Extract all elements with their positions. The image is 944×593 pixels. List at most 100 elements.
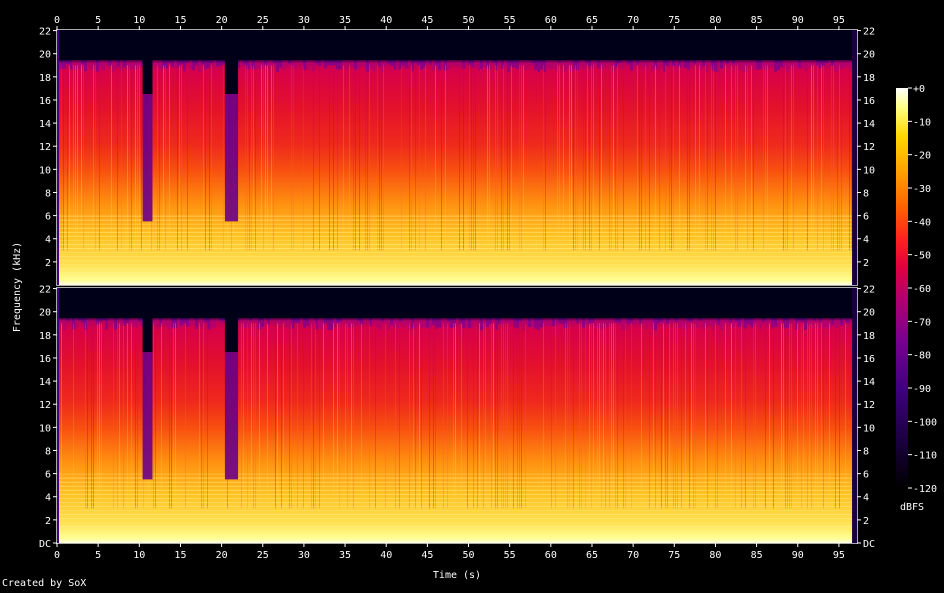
texture-streak <box>353 65 354 251</box>
cutoff-edge <box>192 60 195 71</box>
cutoff-edge <box>294 318 297 323</box>
cutoff-edge <box>459 60 462 63</box>
texture-streak <box>563 65 564 251</box>
texture-streak <box>609 65 610 251</box>
cutoff-edge <box>366 318 369 325</box>
cutoff-edge <box>342 318 345 322</box>
cutoff-edge <box>534 60 537 71</box>
cutoff-edge <box>561 60 564 64</box>
texture-streak <box>505 323 506 509</box>
cutoff-edge <box>813 60 816 64</box>
cutoff-edge <box>90 318 93 321</box>
texture-streak <box>815 323 816 509</box>
cutoff-edge <box>726 60 729 64</box>
texture-streak <box>807 65 808 251</box>
texture-streak <box>135 323 136 509</box>
cutoff-edge <box>105 318 108 330</box>
cutoff-edge <box>708 318 711 326</box>
cutoff-edge <box>597 318 600 329</box>
cutoff-edge <box>576 318 579 324</box>
texture-streak <box>203 65 204 251</box>
y-tick-label-right: 20 <box>863 50 875 61</box>
cutoff-edge <box>789 318 792 324</box>
colorbar-tick-label: -10 <box>913 117 931 128</box>
texture-streak <box>849 65 850 251</box>
texture-streak <box>823 65 824 251</box>
cutoff-edge <box>474 60 477 69</box>
cutoff-edge <box>588 60 591 67</box>
texture-streak <box>699 65 700 251</box>
texture-streak <box>67 65 68 251</box>
texture-streak <box>583 65 584 251</box>
cutoff-edge <box>426 60 429 65</box>
x-tick-label-bottom: 85 <box>751 550 763 561</box>
texture-streak <box>503 323 504 509</box>
cutoff-edge <box>654 318 657 331</box>
y-tick-label-left: 6 <box>45 470 51 481</box>
cutoff-edge <box>291 318 294 329</box>
texture-streak <box>117 323 118 509</box>
texture-streak <box>585 65 586 251</box>
cutoff-edge <box>606 60 609 64</box>
cutoff-edge <box>261 60 264 70</box>
texture-streak <box>493 323 494 509</box>
x-tick-label-top: 30 <box>298 15 310 26</box>
cutoff-edge <box>360 318 363 325</box>
cutoff-edge <box>645 318 648 330</box>
cutoff-edge <box>219 60 222 66</box>
cutoff-edge <box>816 318 819 323</box>
cutoff-edge <box>426 318 429 328</box>
colorbar-tick-label: -20 <box>913 151 931 162</box>
y-tick-label-right: 22 <box>863 27 875 38</box>
texture-streak <box>445 65 446 251</box>
texture-streak <box>833 65 834 251</box>
x-tick-label-top: 85 <box>751 15 763 26</box>
cutoff-edge <box>105 60 108 64</box>
texture-streak <box>665 323 666 509</box>
y-tick-label-left: 10 <box>39 165 51 176</box>
texture-streak <box>345 323 346 509</box>
cutoff-edge <box>660 318 663 322</box>
texture-streak <box>63 65 64 251</box>
cutoff-edge <box>651 318 654 330</box>
texture-streak <box>181 65 182 251</box>
cutoff-edge <box>846 60 849 66</box>
texture-streak <box>717 323 718 509</box>
cutoff-edge <box>132 318 135 326</box>
texture-streak <box>801 323 802 509</box>
texture-streak <box>753 323 754 509</box>
cutoff-edge <box>561 318 564 325</box>
x-tick-label-top: 45 <box>421 15 433 26</box>
cutoff-edge <box>588 318 591 325</box>
texture-streak <box>361 323 362 509</box>
texture-streak <box>753 65 754 251</box>
texture-streak <box>519 323 520 509</box>
cutoff-edge <box>102 318 105 321</box>
texture-streak <box>349 65 350 251</box>
cutoff-edge <box>399 318 402 322</box>
colorbar-gradient <box>896 88 908 488</box>
texture-streak <box>339 323 340 509</box>
texture-streak <box>567 323 568 509</box>
colorbar-tick-label: -30 <box>913 184 931 195</box>
texture-streak <box>173 323 174 509</box>
texture-streak <box>489 65 490 251</box>
cutoff-edge <box>849 318 852 324</box>
cutoff-edge <box>186 60 189 63</box>
cutoff-edge <box>663 318 666 325</box>
harmonic-line <box>57 260 857 262</box>
x-tick-label-top: 80 <box>709 15 721 26</box>
cutoff-edge <box>174 318 177 329</box>
cutoff-edge <box>180 318 183 326</box>
cutoff-edge <box>621 60 624 70</box>
texture-streak <box>637 65 638 251</box>
texture-streak <box>113 323 114 509</box>
harmonic-line <box>57 501 857 503</box>
harmonic-line <box>57 510 857 512</box>
texture-streak <box>655 323 656 509</box>
y-tick-label-left: 6 <box>45 212 51 223</box>
texture-streak <box>347 323 348 509</box>
texture-streak <box>581 323 582 509</box>
cutoff-edge <box>279 60 282 68</box>
